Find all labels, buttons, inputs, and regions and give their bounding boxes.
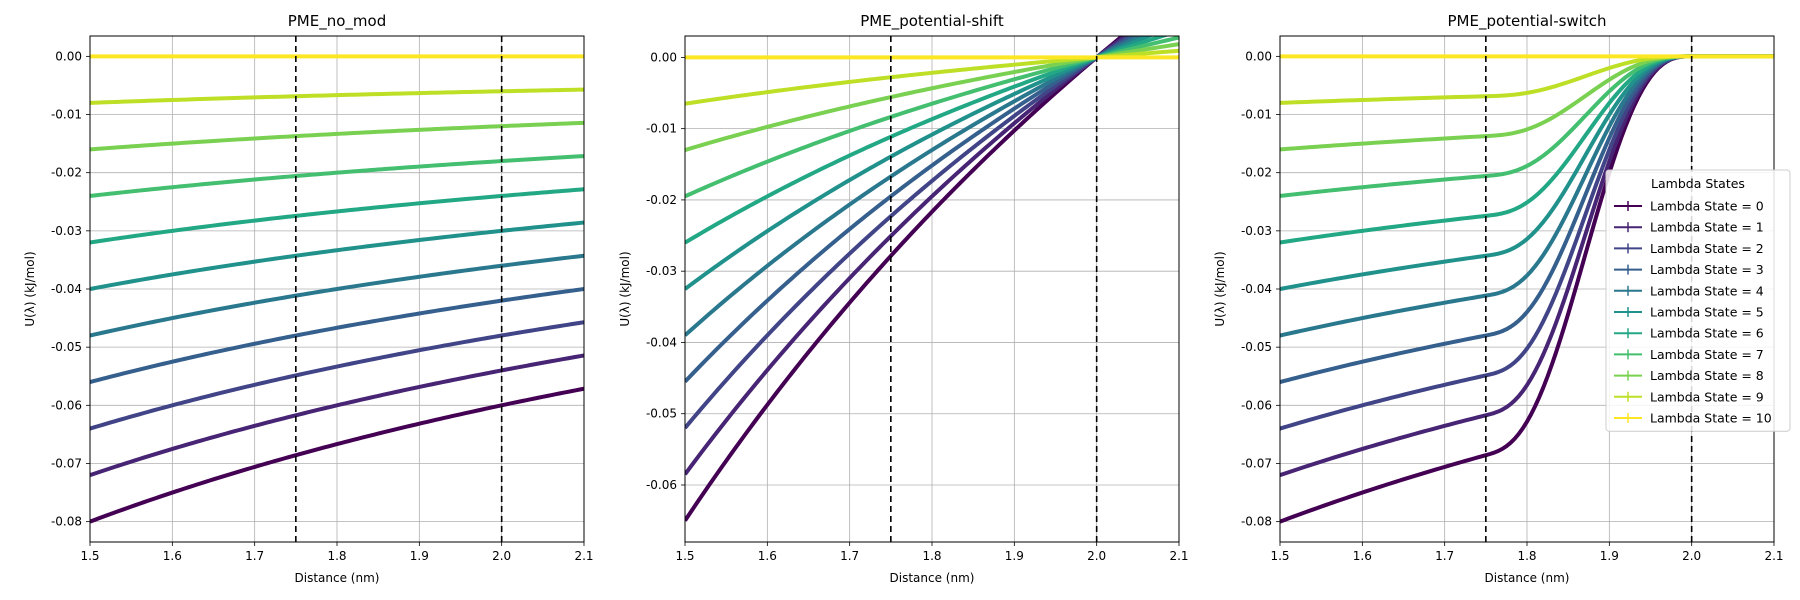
y-tick-label: -0.03: [1241, 224, 1272, 238]
y-tick-label: 0.00: [55, 49, 82, 63]
x-axis-label: Distance (nm): [1485, 571, 1570, 585]
series-line-lambda-6: [90, 187, 584, 245]
y-tick-label: -0.08: [51, 515, 82, 529]
x-tick-label: 2.0: [492, 549, 511, 563]
y-tick-label: -0.06: [51, 398, 82, 412]
x-tick-label: 1.8: [1517, 549, 1536, 563]
x-tick-label: 1.7: [840, 549, 859, 563]
subplot-title: PME_no_mod: [288, 12, 386, 31]
legend-entry-label: Lambda State = 0: [1650, 199, 1764, 214]
x-tick-label: 1.7: [245, 549, 264, 563]
x-tick-label: 2.1: [1764, 549, 1783, 563]
x-tick-label: 1.5: [80, 549, 99, 563]
x-tick-label: 1.8: [327, 549, 346, 563]
legend-entry-label: Lambda State = 4: [1650, 283, 1764, 298]
x-tick-label: 2.1: [574, 549, 593, 563]
y-tick-label: -0.04: [1241, 282, 1272, 296]
x-tick-label: 1.6: [758, 549, 777, 563]
legend-entry-label: Lambda State = 8: [1650, 368, 1764, 383]
legend-frame: [1605, 169, 1791, 432]
y-axis-label: U(λ) (kJ/mol): [618, 251, 632, 326]
y-tick-label: -0.03: [646, 264, 677, 278]
y-tick-label: -0.07: [51, 456, 82, 470]
subplot-title: PME_potential-shift: [860, 12, 1004, 31]
y-tick-label: -0.01: [1241, 108, 1272, 122]
y-tick-label: -0.05: [1241, 340, 1272, 354]
legend-entry-label: Lambda State = 3: [1650, 262, 1764, 277]
x-axis-label: Distance (nm): [295, 571, 380, 585]
y-tick-label: 0.00: [1245, 49, 1272, 63]
legend-entry-label: Lambda State = 6: [1650, 326, 1764, 341]
x-tick-label: 2.0: [1682, 549, 1701, 563]
x-tick-label: 1.6: [163, 549, 182, 563]
x-tick-label: 1.9: [1005, 549, 1024, 563]
y-tick-label: -0.06: [646, 478, 677, 492]
subplot-1: 1.5 1.6 1.7 1.8 1.9 2.0 2.1 0.00 -0.01 -0.02 -0.03…: [23, 12, 594, 585]
y-axis-label: U(λ) (kJ/mol): [1213, 251, 1227, 326]
y-tick-label: -0.02: [646, 193, 677, 207]
y-tick-label: -0.08: [1241, 515, 1272, 529]
legend-entry-label: Lambda State = 1: [1650, 220, 1764, 235]
subplot-2: 1.5 1.6 1.7 1.8 1.9 2.0 2.1 0.00 -0.01 -0.02 -0.03…: [618, 12, 1189, 585]
x-tick-label: 1.8: [922, 549, 941, 563]
y-tick-label: -0.07: [1241, 456, 1272, 470]
series-line-lambda-2: [90, 320, 584, 431]
y-axis-label: U(λ) (kJ/mol): [23, 251, 37, 326]
y-tick-label: -0.05: [646, 407, 677, 421]
legend-entry-label: Lambda State = 5: [1650, 305, 1764, 320]
legend-entry-label: Lambda State = 7: [1650, 347, 1764, 362]
x-tick-label: 1.6: [1353, 549, 1372, 563]
x-tick-label: 1.7: [1435, 549, 1454, 563]
legend-entry-label: Lambda State = 2: [1650, 241, 1764, 256]
y-tick-label: -0.04: [51, 282, 82, 296]
y-tick-label: -0.02: [1241, 166, 1272, 180]
x-axis-label: Distance (nm): [890, 571, 975, 585]
legend-title: Lambda States: [1651, 176, 1745, 191]
x-tick-label: 2.0: [1087, 549, 1106, 563]
y-tick-label: -0.01: [51, 108, 82, 122]
axes-frame: [89, 35, 585, 543]
y-tick-label: -0.03: [51, 224, 82, 238]
y-tick-label: -0.04: [646, 335, 677, 349]
legend-entry-label: Lambda State = 10: [1650, 411, 1772, 426]
y-tick-label: -0.05: [51, 340, 82, 354]
x-tick-label: 1.9: [1600, 549, 1619, 563]
subplot-3: 1.5 1.6 1.7 1.8 1.9 2.0 2.1 0.00 -0.01 -0.02 -0.03…: [1213, 12, 1791, 585]
legend: Lambda States Lambda State = 0 Lambda Stat…: [1605, 169, 1791, 432]
x-tick-label: 2.1: [1169, 549, 1188, 563]
y-tick-label: -0.06: [1241, 398, 1272, 412]
legend-entry-label: Lambda State = 9: [1650, 389, 1764, 404]
y-tick-label: 0.00: [650, 50, 677, 64]
axes-frame: [684, 35, 1180, 543]
subplot-title: PME_potential-switch: [1448, 12, 1607, 31]
series-line-lambda-4: [90, 253, 584, 338]
x-tick-label: 1.5: [675, 549, 694, 563]
x-tick-label: 1.9: [410, 549, 429, 563]
y-tick-label: -0.01: [646, 122, 677, 136]
y-tick-label: -0.02: [51, 166, 82, 180]
series-line-lambda-0: [90, 386, 584, 524]
x-tick-label: 1.5: [1270, 549, 1289, 563]
